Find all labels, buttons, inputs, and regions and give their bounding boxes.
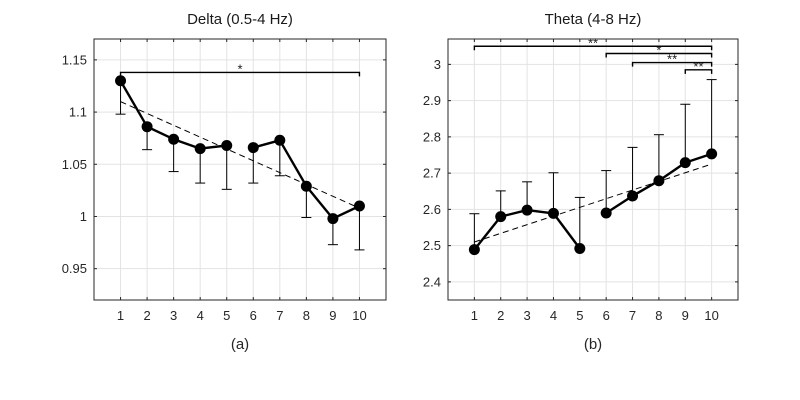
theta-data-point-1	[468, 244, 480, 256]
delta-x-tick-label: 8	[303, 308, 310, 323]
delta-y-tick-label: 1	[80, 209, 87, 224]
theta-x-tick-label: 6	[603, 308, 610, 323]
theta-significance-label-3: **	[667, 52, 677, 67]
delta-y-tick-label: 1.1	[69, 105, 87, 120]
theta-y-tick-label: 3	[434, 57, 441, 72]
theta-significance-bracket-1	[473, 45, 713, 51]
theta-data-point-6	[600, 207, 612, 219]
theta-y-tick-label: 2.5	[423, 238, 441, 253]
theta-y-tick-label: 2.7	[423, 166, 441, 181]
delta-x-tick-label: 2	[143, 308, 150, 323]
theta-x-tick-label: 4	[550, 308, 557, 323]
delta-x-tick-label: 1	[117, 308, 124, 323]
delta-axes-box	[93, 38, 387, 301]
theta-x-tick-label: 7	[629, 308, 636, 323]
delta-data-point-8	[300, 180, 312, 192]
theta-data-point-10	[706, 148, 718, 160]
delta-chart: 1 2 3 4 5 6 7 8 9 10 0.95 1 1.05 1.1 1.15 * Delta (0.5-4…	[62, 11, 387, 353]
delta-x-tick-label: 5	[223, 308, 230, 323]
theta-y-tick-label: 2.9	[423, 93, 441, 108]
delta-data-point-1	[115, 75, 127, 87]
delta-chart-caption: (a)	[231, 336, 249, 353]
theta-y-tick-label: 2.6	[423, 202, 441, 217]
delta-plot-area	[94, 39, 386, 300]
theta-significance-bracket-4	[684, 69, 713, 74]
delta-data-point-6	[247, 142, 259, 154]
theta-data-point-9	[679, 157, 691, 169]
theta-chart-caption: (b)	[584, 336, 602, 353]
delta-trend-line	[120, 101, 360, 209]
delta-y-tick-label: 1.05	[62, 157, 87, 172]
theta-x-tick-label: 5	[576, 308, 583, 323]
theta-chart-title: Theta (4-8 Hz)	[545, 11, 642, 28]
theta-data-point-8	[653, 175, 665, 187]
theta-significance-bracket-2	[605, 52, 713, 58]
theta-trend-line	[474, 163, 712, 243]
delta-y-tick-label: 1.15	[62, 52, 87, 67]
delta-data-point-7	[274, 134, 286, 146]
delta-data-point-9	[327, 213, 339, 225]
theta-x-tick-label: 3	[523, 308, 530, 323]
theta-axes-box	[447, 38, 739, 301]
theta-x-tick-label: 10	[704, 308, 718, 323]
theta-significance-label-4: **	[693, 59, 703, 74]
theta-x-tick-label: 8	[655, 308, 662, 323]
delta-x-tick-label: 7	[276, 308, 283, 323]
theta-x-tick-label: 2	[497, 308, 504, 323]
delta-significance-label-1: *	[237, 61, 242, 76]
theta-x-tick-label: 1	[471, 308, 478, 323]
theta-data-point-3	[521, 204, 533, 216]
delta-data-point-10	[353, 200, 365, 212]
delta-x-tick-label: 6	[250, 308, 257, 323]
delta-x-tick-label: 4	[197, 308, 204, 323]
delta-y-tick-label: 0.95	[62, 261, 87, 276]
theta-significance-label-1: **	[588, 35, 598, 50]
theta-significance-label-2: *	[656, 43, 661, 58]
delta-x-tick-label: 3	[170, 308, 177, 323]
theta-plot-area	[448, 39, 738, 300]
theta-data-point-4	[547, 207, 559, 219]
delta-x-tick-label: 9	[329, 308, 336, 323]
delta-data-point-4	[194, 143, 206, 155]
delta-chart-title: Delta (0.5-4 Hz)	[187, 11, 293, 28]
theta-significance-bracket-3	[631, 61, 713, 67]
delta-data-point-2	[141, 121, 153, 133]
theta-data-point-5	[574, 243, 586, 255]
delta-data-point-5	[221, 139, 233, 151]
theta-data-point-7	[627, 190, 639, 202]
theta-y-tick-label: 2.4	[423, 274, 441, 289]
delta-x-tick-label: 10	[352, 308, 366, 323]
delta-significance-bracket-1	[119, 71, 361, 77]
theta-y-tick-label: 2.8	[423, 129, 441, 144]
theta-data-point-2	[495, 211, 507, 223]
delta-data-point-3	[168, 133, 180, 145]
theta-x-tick-label: 9	[682, 308, 689, 323]
theta-chart: 1 2 3 4 5 6 7 8 9 102.42.52.62.72.82.93** *** **The…	[423, 11, 739, 353]
